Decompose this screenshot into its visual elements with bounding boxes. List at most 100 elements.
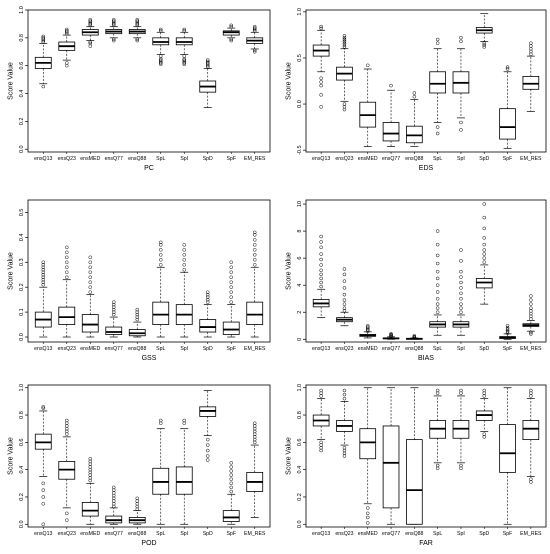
- x-axis-label: POD: [141, 540, 156, 547]
- outlier-point: [342, 392, 347, 397]
- y-tick-label: 0.0: [297, 520, 303, 528]
- outlier-point: [342, 388, 347, 393]
- box-spd: [475, 202, 493, 305]
- outlier-point: [182, 62, 186, 67]
- outlier-point: [229, 489, 233, 494]
- y-axis-label: Score Value: [8, 62, 15, 100]
- outlier-point: [342, 279, 347, 283]
- outlier-point: [88, 290, 93, 294]
- box-ensmed: [359, 324, 377, 339]
- outlier-point: [252, 263, 257, 267]
- outlier-point: [529, 314, 533, 319]
- box-iqr: [359, 428, 377, 460]
- x-tick-label: ensQ23: [335, 346, 353, 352]
- outlier-point: [459, 280, 463, 285]
- y-tick-label: 1.0: [297, 384, 303, 392]
- outlier-point: [435, 302, 440, 306]
- box-em_res: [522, 41, 540, 112]
- outlier-point: [65, 424, 69, 428]
- outlier-point: [112, 496, 116, 501]
- outlier-point: [505, 327, 510, 331]
- y-tick-label: 2: [297, 311, 303, 314]
- outlier-point: [482, 226, 487, 231]
- outlier-point: [412, 91, 417, 95]
- outlier-point: [252, 432, 257, 436]
- outlier-point: [65, 63, 69, 68]
- x-tick-label: SpD: [479, 156, 489, 162]
- outlier-point: [529, 480, 533, 484]
- outlier-point: [158, 263, 163, 267]
- y-tick-label: 1.0: [19, 384, 25, 392]
- x-tick-label: SpF: [503, 346, 513, 352]
- x-tick-label: ensQ88: [128, 531, 146, 537]
- x-tick-label: ensQ23: [335, 156, 353, 162]
- outlier-point: [482, 202, 487, 206]
- outlier-point: [252, 243, 257, 247]
- outlier-point: [65, 265, 69, 270]
- outlier-point: [459, 128, 463, 132]
- y-tick-label: 0.0: [19, 333, 25, 341]
- x-tick-label: SpD: [203, 156, 213, 162]
- outlier-point: [135, 37, 140, 41]
- y-tick-label: 0.6: [19, 62, 25, 70]
- outlier-point: [252, 421, 257, 425]
- outlier-point: [41, 268, 46, 272]
- outlier-point: [435, 391, 440, 395]
- x-tick-label: ensMED: [358, 156, 378, 162]
- outlier-point: [435, 242, 440, 247]
- x-tick-label: ensQ23: [58, 531, 76, 537]
- outlier-point: [182, 61, 186, 65]
- outlier-point: [342, 37, 347, 42]
- outlier-point: [88, 19, 93, 23]
- box-ensq88: [406, 387, 423, 525]
- outlier-point: [41, 260, 46, 265]
- x-tick-label: ensQ13: [312, 346, 330, 352]
- outlier-point: [482, 388, 487, 393]
- outlier-point: [41, 34, 46, 39]
- outlier-point: [365, 506, 370, 510]
- outlier-point: [365, 328, 370, 332]
- box-iqr: [382, 425, 400, 509]
- outlier-point: [389, 332, 393, 336]
- panel-pod: 0.0 0.2 0.4 0.6 0.8 1.0 Score Value ensQ13 ensQ2…: [8, 384, 271, 547]
- box-iqr: [81, 502, 99, 517]
- outlier-point: [112, 19, 116, 23]
- y-tick-label: 4: [297, 284, 303, 287]
- outlier-point: [205, 443, 210, 447]
- x-tick-label: ensMED: [80, 531, 100, 537]
- box-spi: [452, 388, 470, 471]
- outlier-point: [342, 39, 347, 44]
- x-tick-label: ensQ77: [382, 531, 400, 537]
- outlier-point: [182, 268, 186, 272]
- box-ensmed: [359, 387, 377, 525]
- outlier-point: [529, 311, 533, 316]
- box-ensq88: [128, 17, 146, 43]
- outlier-point: [365, 511, 370, 516]
- box-spl: [429, 229, 446, 336]
- panel-far: 0.0 0.2 0.4 0.6 0.8 1.0 Score Value ensQ13 ensQ2…: [286, 384, 547, 547]
- x-tick-label: ensQ77: [105, 346, 123, 352]
- y-tick-label: 0.2: [19, 493, 25, 501]
- outlier-point: [135, 317, 140, 322]
- outlier-point: [342, 292, 347, 297]
- outlier-point: [41, 280, 46, 284]
- outlier-point: [112, 499, 116, 503]
- box-iqr: [81, 314, 99, 333]
- outlier-point: [459, 39, 463, 44]
- outlier-point: [459, 310, 463, 314]
- x-tick-label: SpF: [503, 531, 513, 537]
- outlier-point: [252, 426, 257, 431]
- outlier-point: [252, 248, 257, 252]
- outlier-point: [205, 448, 210, 453]
- outlier-point: [88, 275, 93, 279]
- outlier-point: [482, 260, 487, 264]
- x-tick-label: SpI: [457, 346, 465, 352]
- box-ensq88: [128, 307, 146, 338]
- outlier-point: [88, 478, 93, 483]
- plot-frame: [305, 384, 547, 528]
- box-spi: [175, 418, 193, 525]
- outlier-point: [252, 230, 257, 235]
- outlier-point: [158, 253, 163, 257]
- outlier-point: [88, 255, 93, 260]
- x-tick-label: SpD: [203, 531, 213, 537]
